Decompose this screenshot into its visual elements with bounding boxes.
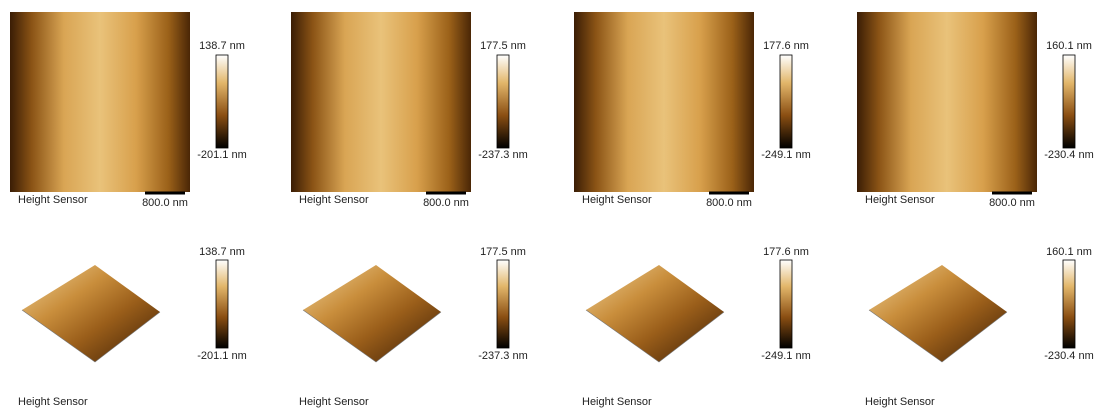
height-image <box>291 12 471 192</box>
color-bar <box>779 54 793 149</box>
color-bar-min: -201.1 nm <box>197 149 247 161</box>
image-label: Height Sensor <box>18 194 88 206</box>
scale-bar-label: 800.0 nm <box>423 197 469 209</box>
image-label: Height Sensor <box>299 396 369 408</box>
color-bar <box>496 54 510 149</box>
scale-bar-label: 800.0 nm <box>706 197 752 209</box>
surface-axes <box>302 309 442 363</box>
surface-3d <box>303 265 441 362</box>
height-image <box>574 12 754 192</box>
color-bar <box>1062 54 1076 149</box>
color-bar-max: 177.6 nm <box>763 40 809 52</box>
surface-axes <box>585 309 725 363</box>
surface-3d <box>869 265 1007 362</box>
surface-3d <box>22 265 160 362</box>
color-bar-max: 138.7 nm <box>199 40 245 52</box>
color-bar <box>215 259 229 349</box>
color-bar-max: 160.1 nm <box>1046 246 1092 258</box>
surface-axes <box>21 309 161 363</box>
image-label: Height Sensor <box>582 396 652 408</box>
height-image <box>857 12 1037 192</box>
image-label: Height Sensor <box>865 194 935 206</box>
color-bar <box>1062 259 1076 349</box>
scale-bar-label: 800.0 nm <box>142 197 188 209</box>
color-bar-min: -249.1 nm <box>761 149 811 161</box>
color-bar-min: -237.3 nm <box>478 149 528 161</box>
color-bar-min: -230.4 nm <box>1044 350 1094 362</box>
color-bar <box>779 259 793 349</box>
color-bar <box>215 54 229 149</box>
surface-axes <box>868 309 1008 363</box>
color-bar-min: -237.3 nm <box>478 350 528 362</box>
surface-3d <box>586 265 724 362</box>
image-label: Height Sensor <box>582 194 652 206</box>
color-bar-min: -201.1 nm <box>197 350 247 362</box>
color-bar-min: -249.1 nm <box>761 350 811 362</box>
color-bar-max: 177.5 nm <box>480 246 526 258</box>
color-bar <box>496 259 510 349</box>
image-label: Height Sensor <box>865 396 935 408</box>
height-image <box>10 12 190 192</box>
scale-bar-label: 800.0 nm <box>989 197 1035 209</box>
color-bar-min: -230.4 nm <box>1044 149 1094 161</box>
color-bar-max: 160.1 nm <box>1046 40 1092 52</box>
color-bar-max: 177.5 nm <box>480 40 526 52</box>
color-bar-max: 138.7 nm <box>199 246 245 258</box>
image-label: Height Sensor <box>299 194 369 206</box>
image-label: Height Sensor <box>18 396 88 408</box>
color-bar-max: 177.6 nm <box>763 246 809 258</box>
